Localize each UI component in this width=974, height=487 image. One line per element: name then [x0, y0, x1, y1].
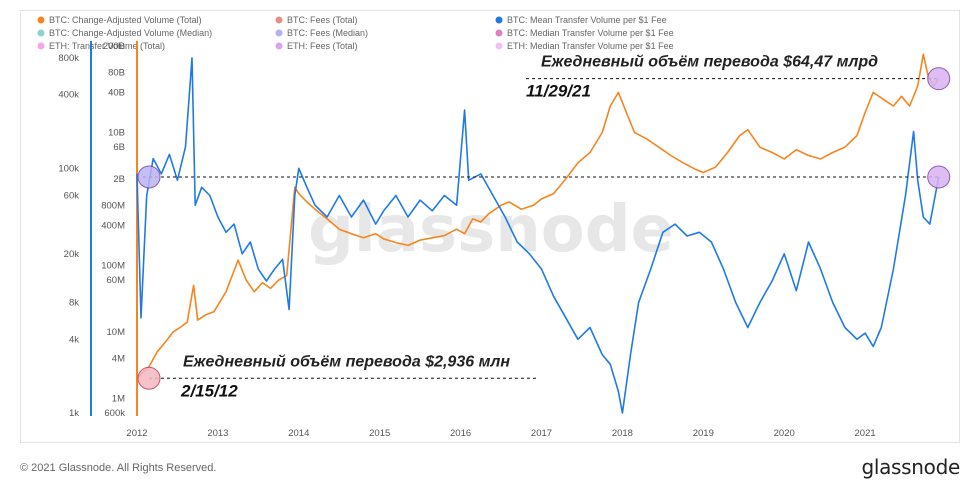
annotation-start-date: 2/15/12 [180, 381, 238, 400]
inner-y-tick: 40B [108, 87, 125, 98]
x-tick: 2018 [612, 428, 633, 439]
legend-label: BTC: Change-Adjusted Volume (Median) [49, 28, 212, 38]
series-change-adjusted-volume [136, 53, 940, 379]
legend-swatch [275, 16, 283, 24]
legend-swatch [495, 29, 503, 37]
x-tick: 2012 [126, 428, 147, 439]
x-tick: 2015 [369, 428, 390, 439]
inner-y-tick: 2B [113, 174, 125, 185]
legend-swatch [37, 29, 45, 37]
outer-y-tick: 4k [69, 334, 79, 345]
x-tick: 2017 [531, 428, 552, 439]
outer-y-tick: 60k [64, 190, 80, 201]
axes: 800k 400k 100k 60k 20k 8k 4k 1k 200B 80B 40B 10B 6B 2… [58, 41, 876, 439]
legend-swatch [275, 29, 283, 37]
legend-swatch [37, 16, 45, 24]
inner-y-tick: 400M [101, 220, 125, 231]
legend-label: BTC: Change-Adjusted Volume (Total) [49, 15, 202, 25]
marker-peak-orange [927, 67, 951, 91]
legend-swatch [495, 16, 503, 24]
x-tick: 2016 [450, 428, 471, 439]
legend-label: BTC: Mean Transfer Volume per $1 Fee [507, 15, 667, 25]
inner-y-tick: 80B [108, 67, 125, 78]
marker-end-blue [927, 165, 951, 189]
legend-swatch [275, 42, 283, 50]
x-tick: 2019 [693, 428, 714, 439]
outer-y-tick: 1k [69, 408, 79, 419]
marker-start-orange [137, 366, 161, 390]
x-tick: 2014 [288, 428, 309, 439]
inner-y-tick: 200B [103, 41, 125, 52]
outer-y-tick: 800k [58, 53, 79, 64]
legend-label: BTC: Median Transfer Volume per $1 Fee [507, 28, 674, 38]
legend: BTC: Change-Adjusted Volume (Total) BTC: … [37, 15, 674, 51]
legend-label: ETH: Transfer Volume (Total) [49, 41, 165, 51]
legend-swatch [495, 42, 503, 50]
inner-y-tick: 60M [107, 275, 126, 286]
marker-start-blue [137, 165, 161, 189]
copyright-text: © 2021 Glassnode. All Rights Reserved. [20, 462, 217, 474]
legend-swatch [37, 42, 45, 50]
inner-y-tick: 800M [101, 200, 125, 211]
annotation-peak-date: 11/29/21 [526, 82, 591, 101]
outer-y-tick: 8k [69, 298, 79, 309]
inner-y-tick: 600k [104, 408, 125, 419]
outer-y-tick: 20k [64, 249, 80, 260]
x-tick: 2020 [774, 428, 795, 439]
chart-frame: BTC: Change-Adjusted Volume (Total) BTC: … [20, 10, 960, 443]
inner-y-tick: 1M [112, 393, 125, 404]
annotation-start-text: Ежедневный объём перевода $2,936 млн [183, 353, 510, 370]
inner-y-tick: 10B [108, 127, 125, 138]
brand-logo: glassnode [861, 455, 960, 479]
series-mean-transfer-per-fee [136, 57, 940, 414]
legend-label: BTC: Fees (Total) [287, 15, 358, 25]
annotation-peak-text: Ежедневный объём перевода $64,47 млрд [541, 54, 878, 71]
x-tick: 2021 [855, 428, 876, 439]
x-tick: 2013 [207, 428, 228, 439]
legend-label: ETH: Fees (Total) [287, 41, 358, 51]
series-layer [136, 53, 940, 414]
inner-y-tick: 6B [113, 142, 125, 153]
outer-y-tick: 400k [58, 90, 79, 101]
legend-label: ETH: Median Transfer Volume per $1 Fee [507, 41, 674, 51]
legend-label: BTC: Fees (Median) [287, 28, 368, 38]
inner-y-tick: 100M [101, 260, 125, 271]
outer-y-tick: 100k [58, 163, 79, 174]
chart-svg: BTC: Change-Adjusted Volume (Total) BTC: … [37, 15, 951, 439]
annotations: Ежедневный объём перевода $64,47 млрд 11/… [137, 54, 951, 400]
inner-y-tick: 10M [107, 327, 126, 338]
watermark: glassnode [308, 193, 674, 267]
inner-y-tick: 4M [112, 353, 125, 364]
